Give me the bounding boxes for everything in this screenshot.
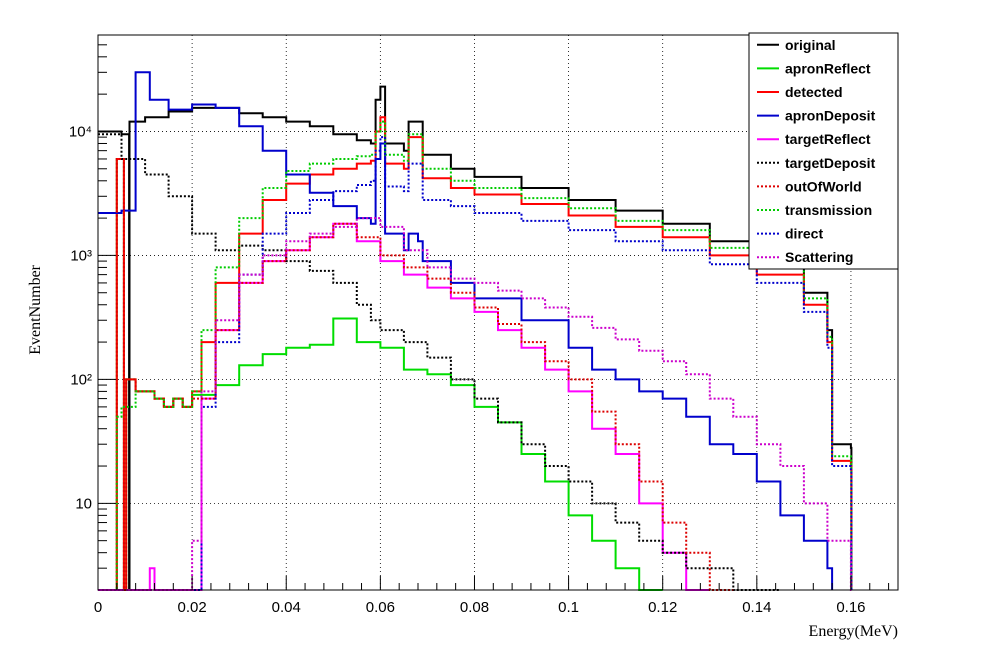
series-outOfWorld [98, 158, 734, 591]
x-axis-title: Energy(MeV) [809, 623, 898, 640]
y-tick-label: 10³ [70, 247, 92, 264]
legend-label: transmission [785, 202, 872, 218]
x-tick-label: 0.16 [836, 599, 865, 616]
x-tick-label: 0.02 [178, 599, 207, 616]
legend-label: targetDeposit [785, 155, 876, 171]
legend-label: apronDeposit [785, 108, 876, 124]
x-tick-label: 0.1 [558, 599, 579, 616]
x-tick-label: 0.12 [648, 599, 677, 616]
series-Scattering [98, 217, 852, 591]
series-transmission [98, 120, 853, 591]
y-tick-label: 10⁴ [69, 123, 92, 140]
y-axis: 10 10² 10³ 10⁴ [69, 34, 116, 591]
x-tick-label: 0.08 [460, 599, 489, 616]
legend-label: detected [785, 84, 843, 100]
legend-label: Scattering [785, 249, 853, 265]
y-tick-label: 10² [70, 371, 92, 388]
plot-frame [97, 34, 899, 591]
y-axis-title: EventNumber [27, 264, 44, 354]
legend-box [748, 32, 899, 270]
series-targetDeposit [98, 133, 781, 591]
legend: original apronReflect detected apronDeposit… [748, 32, 899, 270]
y-tick-label: 10 [75, 495, 92, 512]
x-tick-label: 0.04 [272, 599, 301, 616]
x-tick-label: 0 [94, 599, 102, 616]
legend-label: outOfWorld [785, 178, 862, 194]
legend-label: direct [785, 226, 823, 242]
x-tick-label: 0.06 [366, 599, 395, 616]
series-direct [98, 136, 853, 591]
x-tick-label: 0.14 [742, 599, 771, 616]
series-layer [98, 71, 853, 591]
legend-label: original [785, 37, 836, 53]
legend-label: apronReflect [785, 60, 871, 76]
x-axis: 0 0.02 0.04 0.06 0.08 0.1 0.12 0.14 0.16 [94, 576, 890, 616]
legend-label: targetReflect [785, 131, 871, 147]
